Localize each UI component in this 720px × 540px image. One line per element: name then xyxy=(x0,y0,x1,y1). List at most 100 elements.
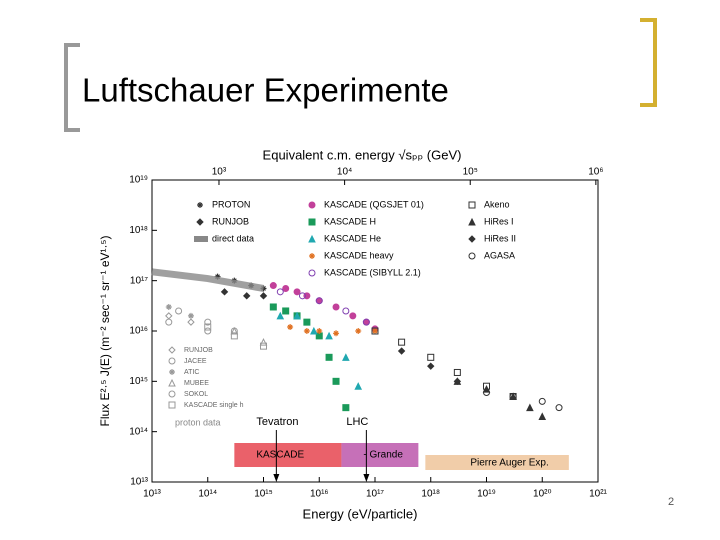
x2-axis-title: Equivalent c.m. energy √sₚₚ (GeV) xyxy=(263,147,462,162)
legend-marker xyxy=(468,217,476,226)
x2-tick-label: 10⁴ xyxy=(337,167,352,178)
point xyxy=(538,397,546,405)
point xyxy=(293,311,301,320)
point xyxy=(187,318,195,326)
legend-marker xyxy=(197,202,203,208)
point xyxy=(398,338,406,346)
point xyxy=(165,312,173,320)
legend-marker xyxy=(468,201,476,209)
x-tick-label: 10¹⁵ xyxy=(254,489,273,500)
point xyxy=(372,328,378,334)
legend-label: ATIC xyxy=(184,369,199,376)
point xyxy=(187,312,194,319)
point xyxy=(342,353,350,361)
point xyxy=(204,318,212,326)
x-tick-label: 10¹⁴ xyxy=(198,489,217,500)
point xyxy=(276,288,284,296)
point xyxy=(303,328,310,334)
bracket-right xyxy=(640,18,657,107)
point xyxy=(220,288,229,296)
annotation: Tevatron xyxy=(256,416,298,428)
point xyxy=(342,404,350,412)
legend-marker xyxy=(308,269,316,277)
point xyxy=(555,404,563,412)
y-tick-label: 10¹⁴ xyxy=(129,426,148,437)
x-tick-label: 10¹⁸ xyxy=(421,489,440,500)
y-tick-label: 10¹⁷ xyxy=(130,275,148,286)
point xyxy=(204,327,212,335)
point xyxy=(316,328,323,334)
point xyxy=(293,288,301,296)
legend-label: Akeno xyxy=(484,199,510,209)
point xyxy=(165,318,173,326)
legend-label: KASCADE (QGSJET 01) xyxy=(324,199,424,209)
legend-label: RUNJOB xyxy=(184,347,213,354)
x-tick-label: 10²¹ xyxy=(589,489,607,500)
legend-marker xyxy=(308,218,316,226)
point xyxy=(453,377,462,386)
point xyxy=(538,412,547,421)
point xyxy=(282,307,290,315)
x-tick-label: 10¹⁶ xyxy=(310,489,329,500)
y-tick-label: 10¹⁵ xyxy=(129,376,148,387)
x-axis-title: Energy (eV/particle) xyxy=(303,506,418,521)
y-tick-label: 10¹⁸ xyxy=(129,225,148,236)
point xyxy=(259,292,268,300)
point xyxy=(310,326,318,335)
point xyxy=(332,377,340,385)
point xyxy=(453,368,461,376)
x2-tick-label: 10³ xyxy=(212,167,227,178)
x-tick-label: 10¹⁷ xyxy=(366,489,384,500)
point xyxy=(243,292,251,300)
x2-tick-label: 10⁶ xyxy=(588,167,603,178)
point xyxy=(371,327,379,335)
band-label: - Grande xyxy=(363,450,403,461)
x-tick-label: 10¹⁹ xyxy=(477,489,496,500)
legend-label: HiRes I xyxy=(484,216,514,226)
arrow-head xyxy=(273,474,280,482)
legend-label: direct data xyxy=(212,233,254,243)
point xyxy=(298,292,306,300)
y-axis-title: Flux E²·⁵ J(E) (m⁻² sec⁻¹ sr⁻¹ eV¹·⁵) xyxy=(98,236,112,427)
point xyxy=(165,303,172,310)
point xyxy=(259,338,268,346)
legend-swatch xyxy=(194,236,208,242)
point xyxy=(214,273,221,280)
point xyxy=(354,382,363,390)
legend-label: KASCADE H xyxy=(324,216,376,226)
plot: 10¹³ 10¹⁴ 10¹⁵ 10¹⁶ 10¹⁷ 10¹⁸ 10¹⁹ 10²⁰ 10²¹ 10³ 1… xyxy=(98,147,607,521)
point xyxy=(303,318,311,326)
bracket-left xyxy=(64,43,80,132)
point xyxy=(397,347,406,355)
legend-marker xyxy=(309,253,315,259)
point xyxy=(483,388,490,396)
point xyxy=(287,324,294,331)
legend-marker xyxy=(168,357,176,365)
legend-marker xyxy=(168,378,176,387)
legend-label: JACEE xyxy=(184,358,207,365)
point xyxy=(260,342,267,350)
point xyxy=(526,403,534,412)
slide-title: Luftschauer Experimente xyxy=(82,72,449,109)
legend-marker xyxy=(168,401,176,409)
legend-label: KASCADE single h xyxy=(184,402,244,409)
legend-label: AGASA xyxy=(484,250,515,260)
legend-marker xyxy=(168,346,176,354)
y-tick-label: 10¹⁹ xyxy=(129,175,148,186)
experiment-band xyxy=(341,443,419,467)
point xyxy=(332,303,340,311)
point xyxy=(230,332,238,340)
point xyxy=(175,307,183,315)
point xyxy=(282,284,290,292)
band-label: Pierre Auger Exp. xyxy=(470,458,548,469)
point xyxy=(362,318,370,326)
y-tick-label: 10¹⁶ xyxy=(129,326,148,337)
legend-label: HiRes II xyxy=(484,233,516,243)
x2-tick-label: 10⁵ xyxy=(463,167,478,178)
point xyxy=(349,312,357,320)
legend-marker xyxy=(468,235,476,243)
legend-label: MUBEE xyxy=(184,380,209,387)
x-tick-label: 10²⁰ xyxy=(533,489,551,500)
legend-marker xyxy=(308,201,316,209)
